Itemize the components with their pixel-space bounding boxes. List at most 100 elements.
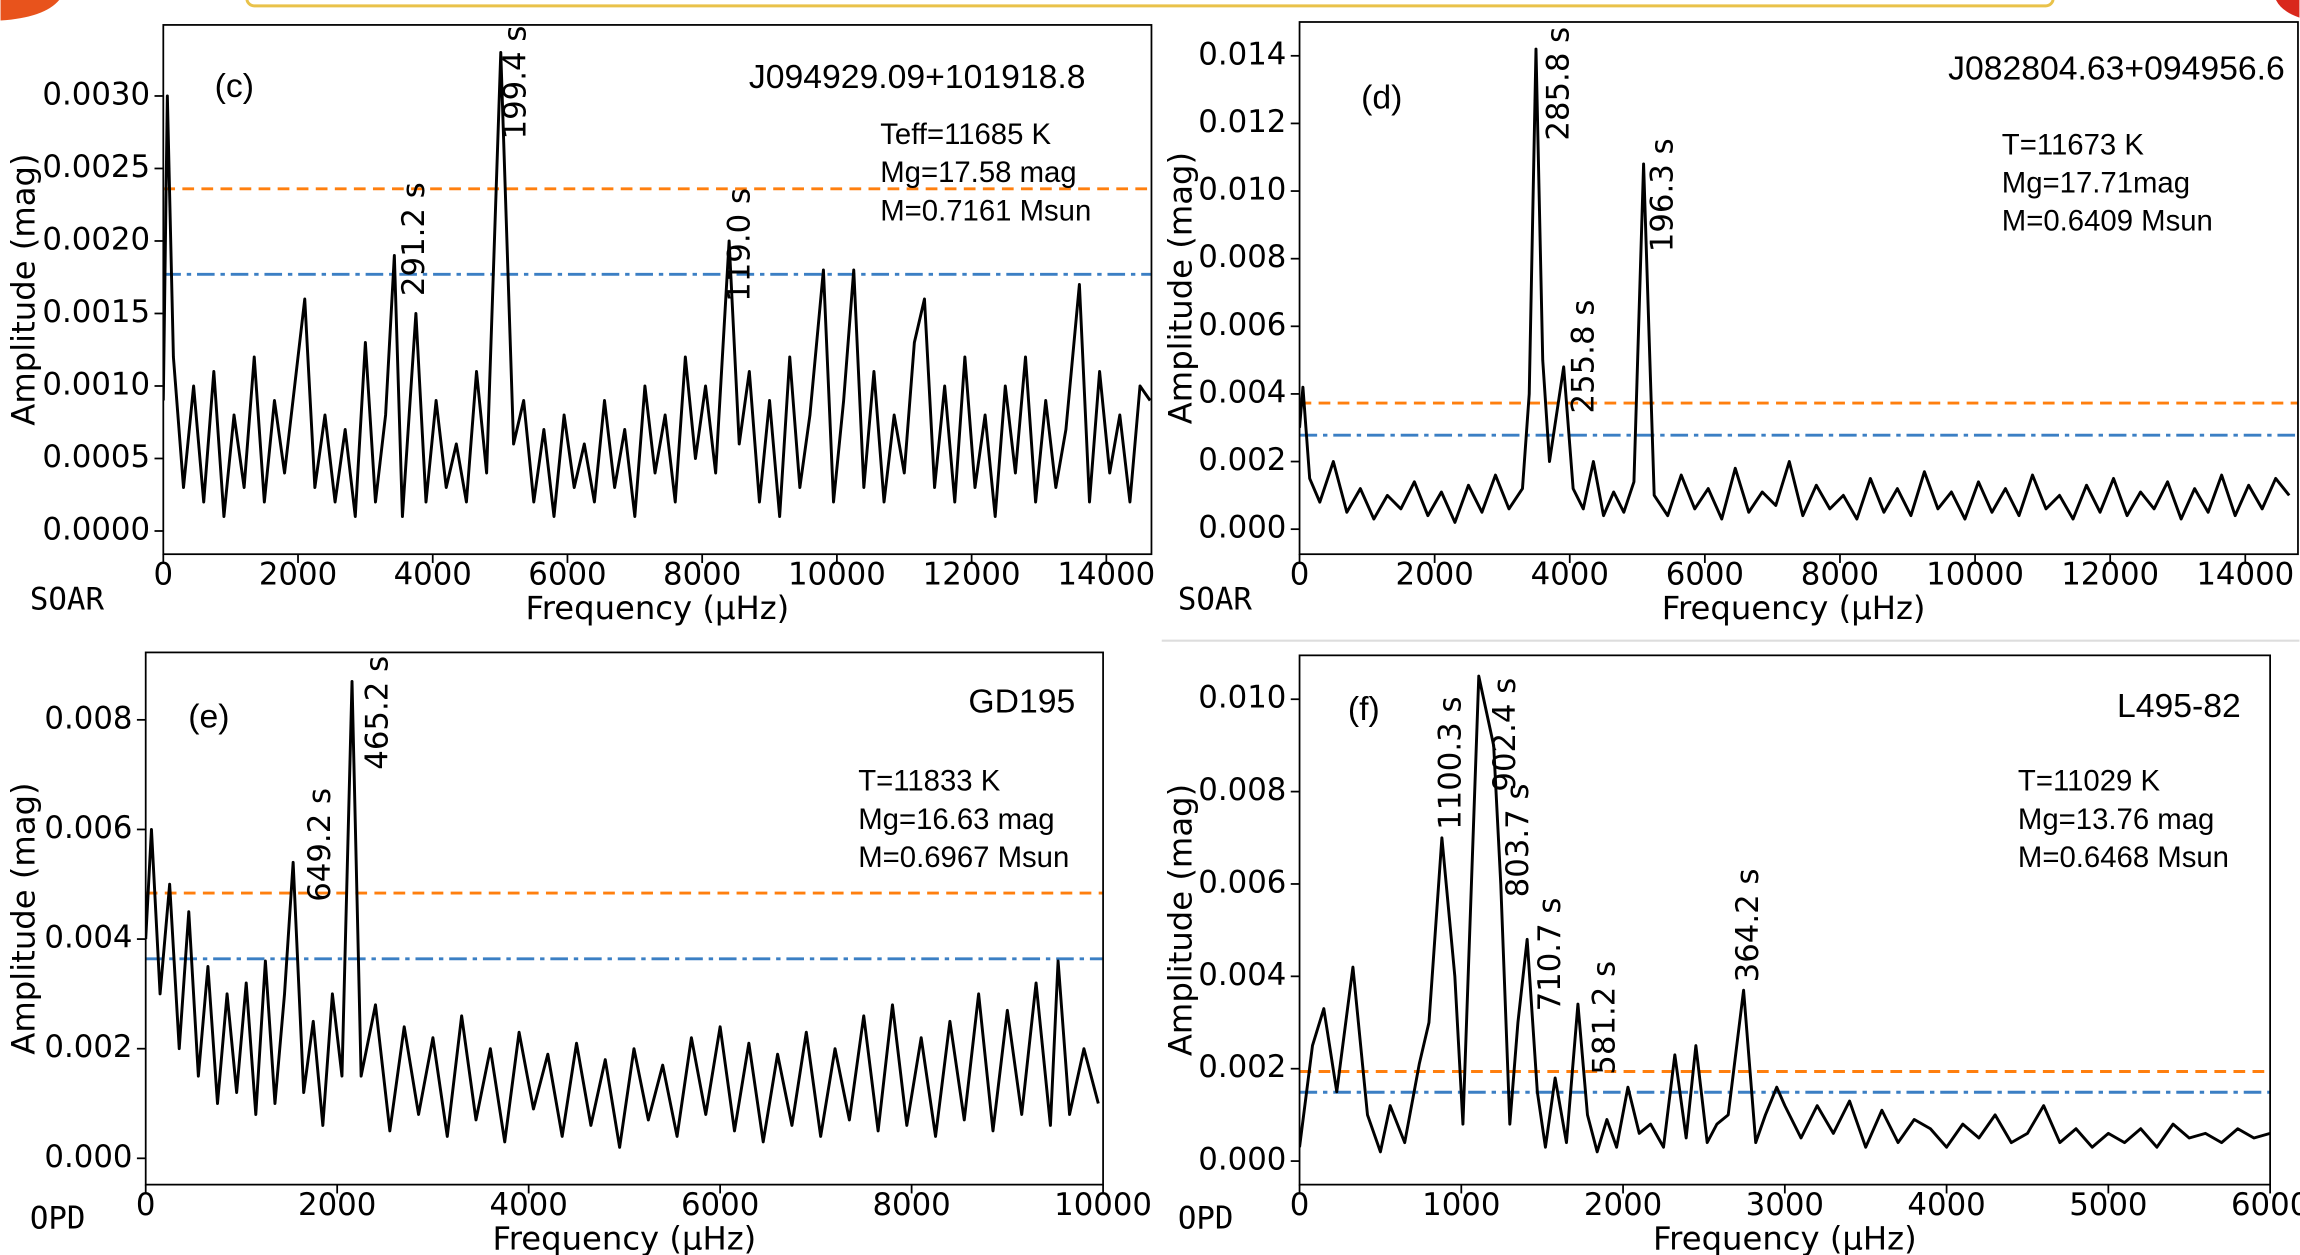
y-tick-label: 0.004 (1198, 957, 1286, 993)
star-param: M=0.7161 Msun (880, 194, 1091, 227)
y-tick-label: 0.012 (1198, 104, 1286, 140)
decoration (0, 0, 60, 21)
x-tick-label: 8000 (663, 557, 741, 593)
peak-label: 902.4 s (1487, 678, 1523, 792)
x-tick-label: 14000 (1057, 557, 1155, 593)
spectrum-line (1299, 674, 2271, 1154)
x-tick-label: 10000 (1926, 557, 2024, 593)
star-param: T=11833 K (858, 765, 1001, 798)
peak-label: 803.7 s (1500, 783, 1536, 897)
x-tick-label: 8000 (1801, 557, 1879, 593)
y-tick-label: 0.0000 (42, 511, 150, 547)
axes-frame (144, 651, 1104, 1186)
x-tick-label: 12000 (923, 557, 1021, 593)
x-tick-label: 14000 (2196, 557, 2294, 593)
y-axis-label: Amplitude (mag) (1161, 152, 1199, 424)
panel-label: (e) (188, 697, 229, 735)
star-param: M=0.6409 Msun (2002, 205, 2213, 238)
y-tick-label: 0.0025 (42, 149, 150, 185)
y-axis-label: Amplitude (mag) (4, 153, 42, 425)
x-tick-label: 0 (1290, 557, 1310, 593)
y-tick-label: 0.0015 (42, 294, 150, 330)
star-param: Mg=17.58 mag (880, 156, 1076, 189)
y-tick-label: 0.006 (44, 810, 132, 846)
y-tick-label: 0.014 (1198, 36, 1286, 72)
y-tick-label: 0.000 (44, 1139, 132, 1175)
x-axis-label: Frequency (μHz) (1662, 589, 1926, 627)
peak-label: 581.2 s (1586, 961, 1622, 1075)
x-tick-label: 12000 (2061, 557, 2159, 593)
x-tick-label: 6000 (528, 557, 606, 593)
star-param: Mg=13.76 mag (2018, 803, 2214, 836)
x-axis-label: Frequency (μHz) (1653, 1219, 1917, 1255)
x-tick-label: 6000 (1666, 557, 1744, 593)
y-tick-label: 0.0020 (42, 221, 150, 257)
decoration (2275, 0, 2300, 18)
site-label: SOAR (30, 582, 105, 618)
x-tick-label: 2000 (259, 557, 337, 593)
y-tick-label: 0.000 (1198, 510, 1286, 546)
y-tick-label: 0.010 (1198, 172, 1286, 208)
peak-label: 649.2 s (302, 788, 338, 902)
y-tick-label: 0.010 (1198, 680, 1286, 716)
peak-label: 196.3 s (1644, 138, 1680, 252)
plot-area (145, 680, 1104, 1149)
x-tick-label: 5000 (2069, 1187, 2147, 1223)
peak-label: 710.7 s (1532, 898, 1568, 1012)
panel-label: (c) (215, 67, 254, 105)
y-tick-label: 0.004 (44, 920, 132, 956)
x-tick-label: 2000 (1396, 557, 1474, 593)
peak-label: 199.4 s (497, 26, 533, 140)
y-tick-label: 0.006 (1198, 864, 1286, 900)
y-tick-label: 0.002 (44, 1029, 132, 1065)
star-param: Mg=16.63 mag (858, 803, 1054, 836)
star-param: M=0.6468 Msun (2018, 841, 2229, 874)
y-tick-label: 0.008 (44, 700, 132, 736)
peak-label: 285.8 s (1541, 27, 1577, 141)
x-tick-label: 2000 (298, 1187, 376, 1223)
x-tick-label: 4000 (1531, 557, 1609, 593)
x-tick-label: 0 (154, 557, 174, 593)
axes-frame (1298, 21, 2299, 556)
site-label: OPD (1178, 1200, 1234, 1236)
y-axis-label: Amplitude (mag) (1161, 784, 1199, 1056)
star-name: J082804.63+094956.6 (1948, 49, 2285, 87)
y-tick-label: 0.008 (1198, 772, 1286, 808)
y-tick-label: 0.006 (1198, 307, 1286, 343)
x-tick-label: 6000 (2231, 1187, 2300, 1223)
peak-label: 1100.3 s (1433, 696, 1469, 829)
y-tick-label: 0.0010 (42, 366, 150, 402)
peak-label: 119.0 s (722, 188, 758, 302)
x-tick-label: 3000 (1746, 1187, 1824, 1223)
site-label: OPD (30, 1200, 86, 1236)
y-tick-label: 0.004 (1198, 374, 1286, 410)
y-tick-label: 0.0030 (42, 76, 150, 112)
x-tick-label: 10000 (1054, 1187, 1152, 1223)
x-tick-label: 1000 (1422, 1187, 1500, 1223)
x-tick-label: 0 (1290, 1187, 1310, 1223)
plot-area (1299, 47, 2298, 524)
peak-label: 255.8 s (1565, 300, 1601, 414)
decoration (245, 0, 2055, 8)
star-name: GD195 (968, 683, 1075, 721)
peak-label: 291.2 s (396, 182, 432, 296)
star-param: Mg=17.71mag (2002, 166, 2190, 199)
x-tick-label: 10000 (788, 557, 886, 593)
y-tick-label: 0.002 (1198, 1049, 1286, 1085)
plot-area (1299, 674, 2271, 1154)
y-tick-label: 0.0005 (42, 439, 150, 475)
axes-frame (162, 24, 1153, 556)
x-tick-label: 6000 (681, 1187, 759, 1223)
y-tick-label: 0.008 (1198, 239, 1286, 275)
spectrum-line (145, 680, 1100, 1149)
panel-label: (f) (1348, 690, 1380, 728)
x-tick-label: 4000 (394, 557, 472, 593)
y-axis-label: Amplitude (mag) (4, 782, 42, 1054)
star-param: T=11029 K (2018, 765, 2161, 798)
star-param: M=0.6967 Msun (858, 841, 1069, 874)
x-tick-label: 4000 (1907, 1187, 1985, 1223)
x-tick-label: 4000 (490, 1187, 568, 1223)
spectrum-line (163, 51, 1152, 518)
